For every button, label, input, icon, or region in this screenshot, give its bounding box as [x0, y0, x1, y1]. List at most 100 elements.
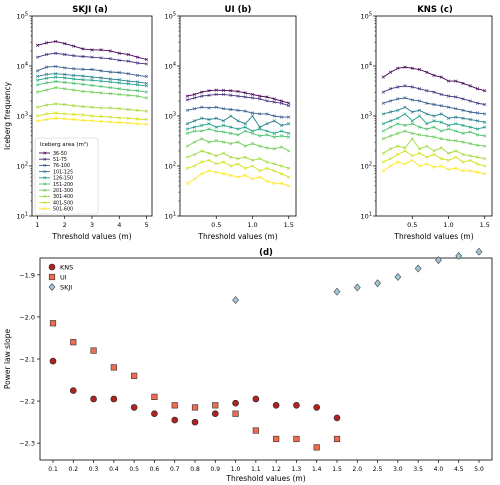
data-point [417, 87, 422, 91]
panel-d-legend: KNS UI SKJI [48, 264, 73, 292]
data-point [126, 52, 130, 57]
panel-c-xlabel: Threshold values (m) [393, 232, 473, 241]
data-point [243, 95, 247, 99]
y-tick-label: 101 [17, 212, 28, 221]
data-point [461, 108, 465, 112]
data-point [72, 104, 76, 108]
data-point [446, 79, 451, 83]
data-point [243, 155, 247, 159]
data-point [207, 106, 211, 110]
data-point [454, 115, 458, 119]
data-point [381, 151, 385, 155]
data-point [454, 107, 458, 111]
series-line-501-600 [37, 117, 147, 125]
data-point [185, 98, 189, 102]
data-point [135, 117, 140, 121]
data-point [403, 123, 407, 127]
data-point [185, 122, 189, 126]
panel-d-frame [39, 257, 493, 461]
data-point [258, 175, 262, 179]
data-point-SKJI [232, 296, 239, 305]
data-point [144, 117, 149, 122]
data-point [108, 85, 112, 90]
data-point [265, 133, 269, 137]
data-point [279, 164, 284, 168]
data-point [35, 78, 40, 82]
data-point [144, 90, 149, 94]
data-point [468, 110, 472, 114]
data-point [126, 93, 130, 97]
data-point [461, 97, 465, 101]
series-line-76-100 [37, 65, 147, 77]
data-point [272, 169, 276, 173]
data-point [425, 155, 429, 159]
data-point [403, 105, 407, 109]
data-point [272, 100, 276, 104]
legend-label: KNS [60, 264, 73, 272]
data-point [483, 157, 487, 161]
data-point [214, 129, 218, 133]
data-point [90, 67, 94, 72]
panel-c-title: KNS (c) [417, 5, 453, 15]
data-point [99, 84, 103, 89]
data-point [44, 41, 49, 45]
data-point [72, 112, 76, 116]
y-tick-label: 102 [165, 162, 176, 171]
data-point [439, 146, 443, 150]
data-point [250, 142, 255, 146]
data-point [117, 51, 121, 55]
x-tick-label: 3.0 [393, 466, 403, 473]
panel-a-ylabel: Iceberg frequency [3, 81, 12, 150]
data-point [90, 75, 94, 79]
data-point-UI [313, 444, 320, 451]
data-point [72, 88, 76, 92]
data-point [417, 108, 422, 112]
data-point [126, 88, 130, 92]
data-point [410, 122, 414, 126]
data-point [381, 129, 385, 133]
data-point [99, 114, 103, 119]
x-tick-label: 1.5 [480, 221, 490, 229]
data-point [144, 96, 149, 100]
data-point [468, 158, 472, 162]
series-line-301-400 [383, 138, 485, 160]
data-point [200, 116, 204, 120]
data-point [72, 81, 76, 85]
data-point [475, 162, 480, 166]
data-point [396, 131, 400, 135]
data-point [35, 83, 40, 87]
data-point [388, 157, 393, 161]
data-point-UI [151, 393, 158, 400]
data-point [483, 144, 487, 148]
data-point [126, 82, 130, 86]
data-point [417, 67, 422, 72]
y-tick-label: 104 [17, 62, 28, 71]
data-point [396, 97, 400, 101]
data-point [417, 125, 422, 129]
data-point [483, 164, 487, 168]
data-point [381, 122, 385, 126]
data-point [144, 109, 149, 113]
x-tick-label: 2.0 [353, 466, 363, 473]
data-point [135, 73, 140, 77]
data-point [35, 90, 40, 94]
data-point [221, 92, 226, 97]
y-tick-label: 103 [361, 112, 372, 121]
data-point [54, 116, 58, 120]
data-point [200, 94, 204, 98]
y-tick-label: −2.1 [19, 356, 35, 364]
data-point [279, 123, 284, 127]
data-point [425, 134, 429, 138]
x-tick-label: 0.5 [211, 221, 221, 229]
x-tick-label: 1.0 [443, 221, 453, 229]
data-point [265, 122, 269, 126]
data-point [483, 89, 487, 93]
data-point-UI [191, 404, 199, 411]
data-point [388, 119, 393, 123]
y-tick-label: 101 [165, 212, 176, 221]
data-point [410, 85, 414, 89]
data-point [403, 84, 407, 88]
data-point-UI [49, 320, 57, 327]
data-point [117, 87, 121, 91]
x-tick-label: 1.1 [251, 466, 261, 473]
